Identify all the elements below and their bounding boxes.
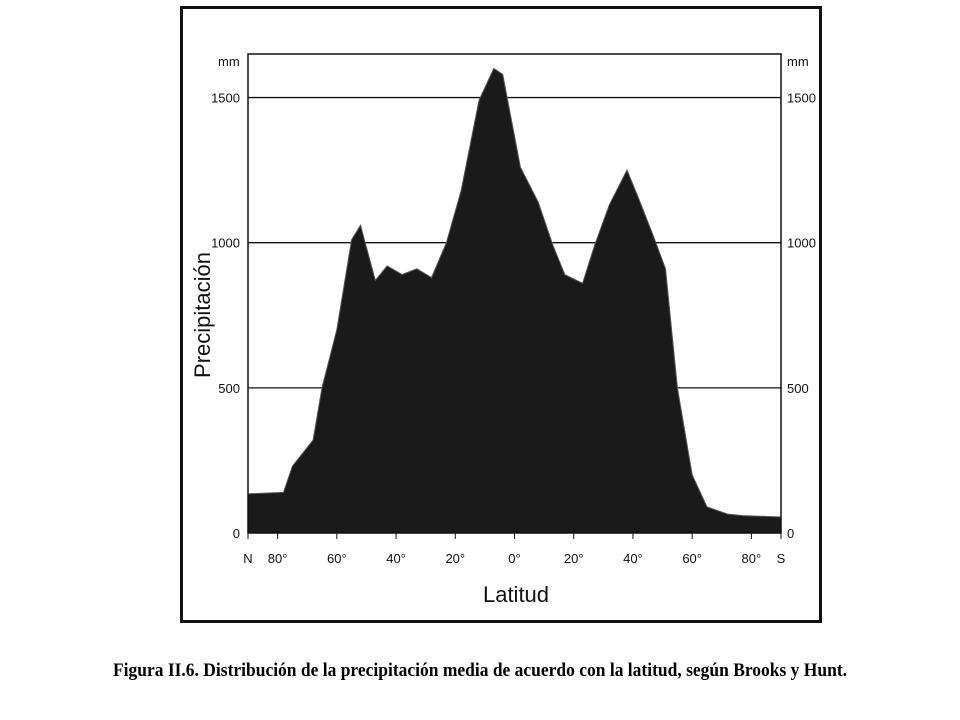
precipitation-area	[247, 67, 782, 534]
y-tick-right-1500: 1500	[787, 91, 816, 106]
y-axis-title: Precipitación	[190, 252, 215, 378]
y-tick-right-1000: 1000	[787, 236, 816, 251]
x-tick-label: N	[243, 551, 252, 566]
y-tick-right-500: 500	[787, 381, 809, 396]
x-tick-label: 80°	[268, 551, 288, 566]
x-tick-label: 40°	[623, 551, 643, 566]
y-tick-left-500: 500	[218, 381, 240, 396]
precipitation-area-series	[247, 67, 782, 534]
x-axis-title: Latitud	[483, 582, 549, 607]
x-tick-label: 80°	[742, 551, 762, 566]
x-tick-label: 0°	[508, 551, 520, 566]
chart-frame	[180, 6, 822, 623]
y-tick-right-0: 0	[787, 526, 794, 541]
x-tick-label: 60°	[327, 551, 347, 566]
x-tick-label: S	[777, 551, 786, 566]
y-axis-ticks: 0 0 500 500 1000 1000 1500 1500	[211, 91, 816, 541]
y-tick-left-1000: 1000	[211, 236, 240, 251]
x-axis-ticks: N 80° 60° 40° 20° 0° 20° 40° 60° 80° S	[243, 533, 786, 566]
x-tick-label: 40°	[386, 551, 406, 566]
x-tick-label: 60°	[682, 551, 702, 566]
y-tick-left-0: 0	[233, 526, 240, 541]
figure-caption: Figura II.6. Distribución de la precipit…	[112, 660, 848, 681]
y-unit-left: mm	[218, 54, 240, 69]
y-tick-left-1500: 1500	[211, 91, 240, 106]
x-tick-label: 20°	[564, 551, 584, 566]
y-unit-right: mm	[787, 54, 809, 69]
x-tick-label: 20°	[445, 551, 465, 566]
